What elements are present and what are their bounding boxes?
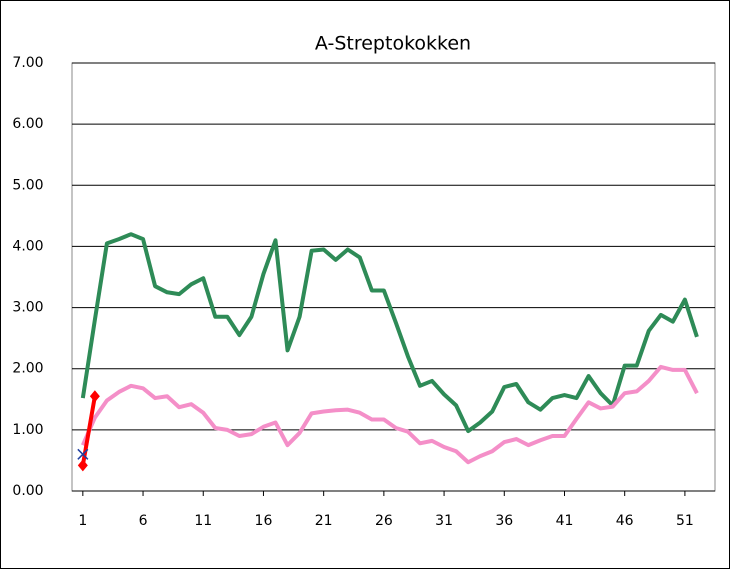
x-tick-label: 16 xyxy=(255,513,273,529)
x-tick-label: 31 xyxy=(435,513,453,529)
chart-title: A-Streptokokken xyxy=(315,33,471,55)
plot-area xyxy=(71,62,716,492)
x-tick-label: 21 xyxy=(315,513,333,529)
y-tick-label: 5.00 xyxy=(12,177,43,193)
y-tick-label: 2.00 xyxy=(12,361,43,377)
y-tick-label: 4.00 xyxy=(12,238,43,254)
x-tick-label: 11 xyxy=(194,513,212,529)
series-line xyxy=(80,232,699,434)
x-tick-label: 51 xyxy=(676,513,694,529)
y-tick-label: 1.00 xyxy=(12,422,43,438)
point-marker xyxy=(77,459,88,472)
series-line xyxy=(81,364,699,465)
point-marker xyxy=(89,390,100,403)
x-tick-label: 41 xyxy=(556,513,574,529)
x-tick-label: 1 xyxy=(78,513,87,529)
x-tick-label: 26 xyxy=(375,513,393,529)
y-tick-label: 0.00 xyxy=(12,483,43,499)
y-tick-label: 3.00 xyxy=(12,300,43,316)
x-tick-label: 46 xyxy=(616,513,634,529)
x-tick-label: 6 xyxy=(139,513,148,529)
y-tick-label: 6.00 xyxy=(12,116,43,132)
x-tick-label: 36 xyxy=(495,513,513,529)
series-line xyxy=(80,395,97,466)
y-tick-label: 7.00 xyxy=(12,55,43,71)
point-marker xyxy=(77,448,89,460)
